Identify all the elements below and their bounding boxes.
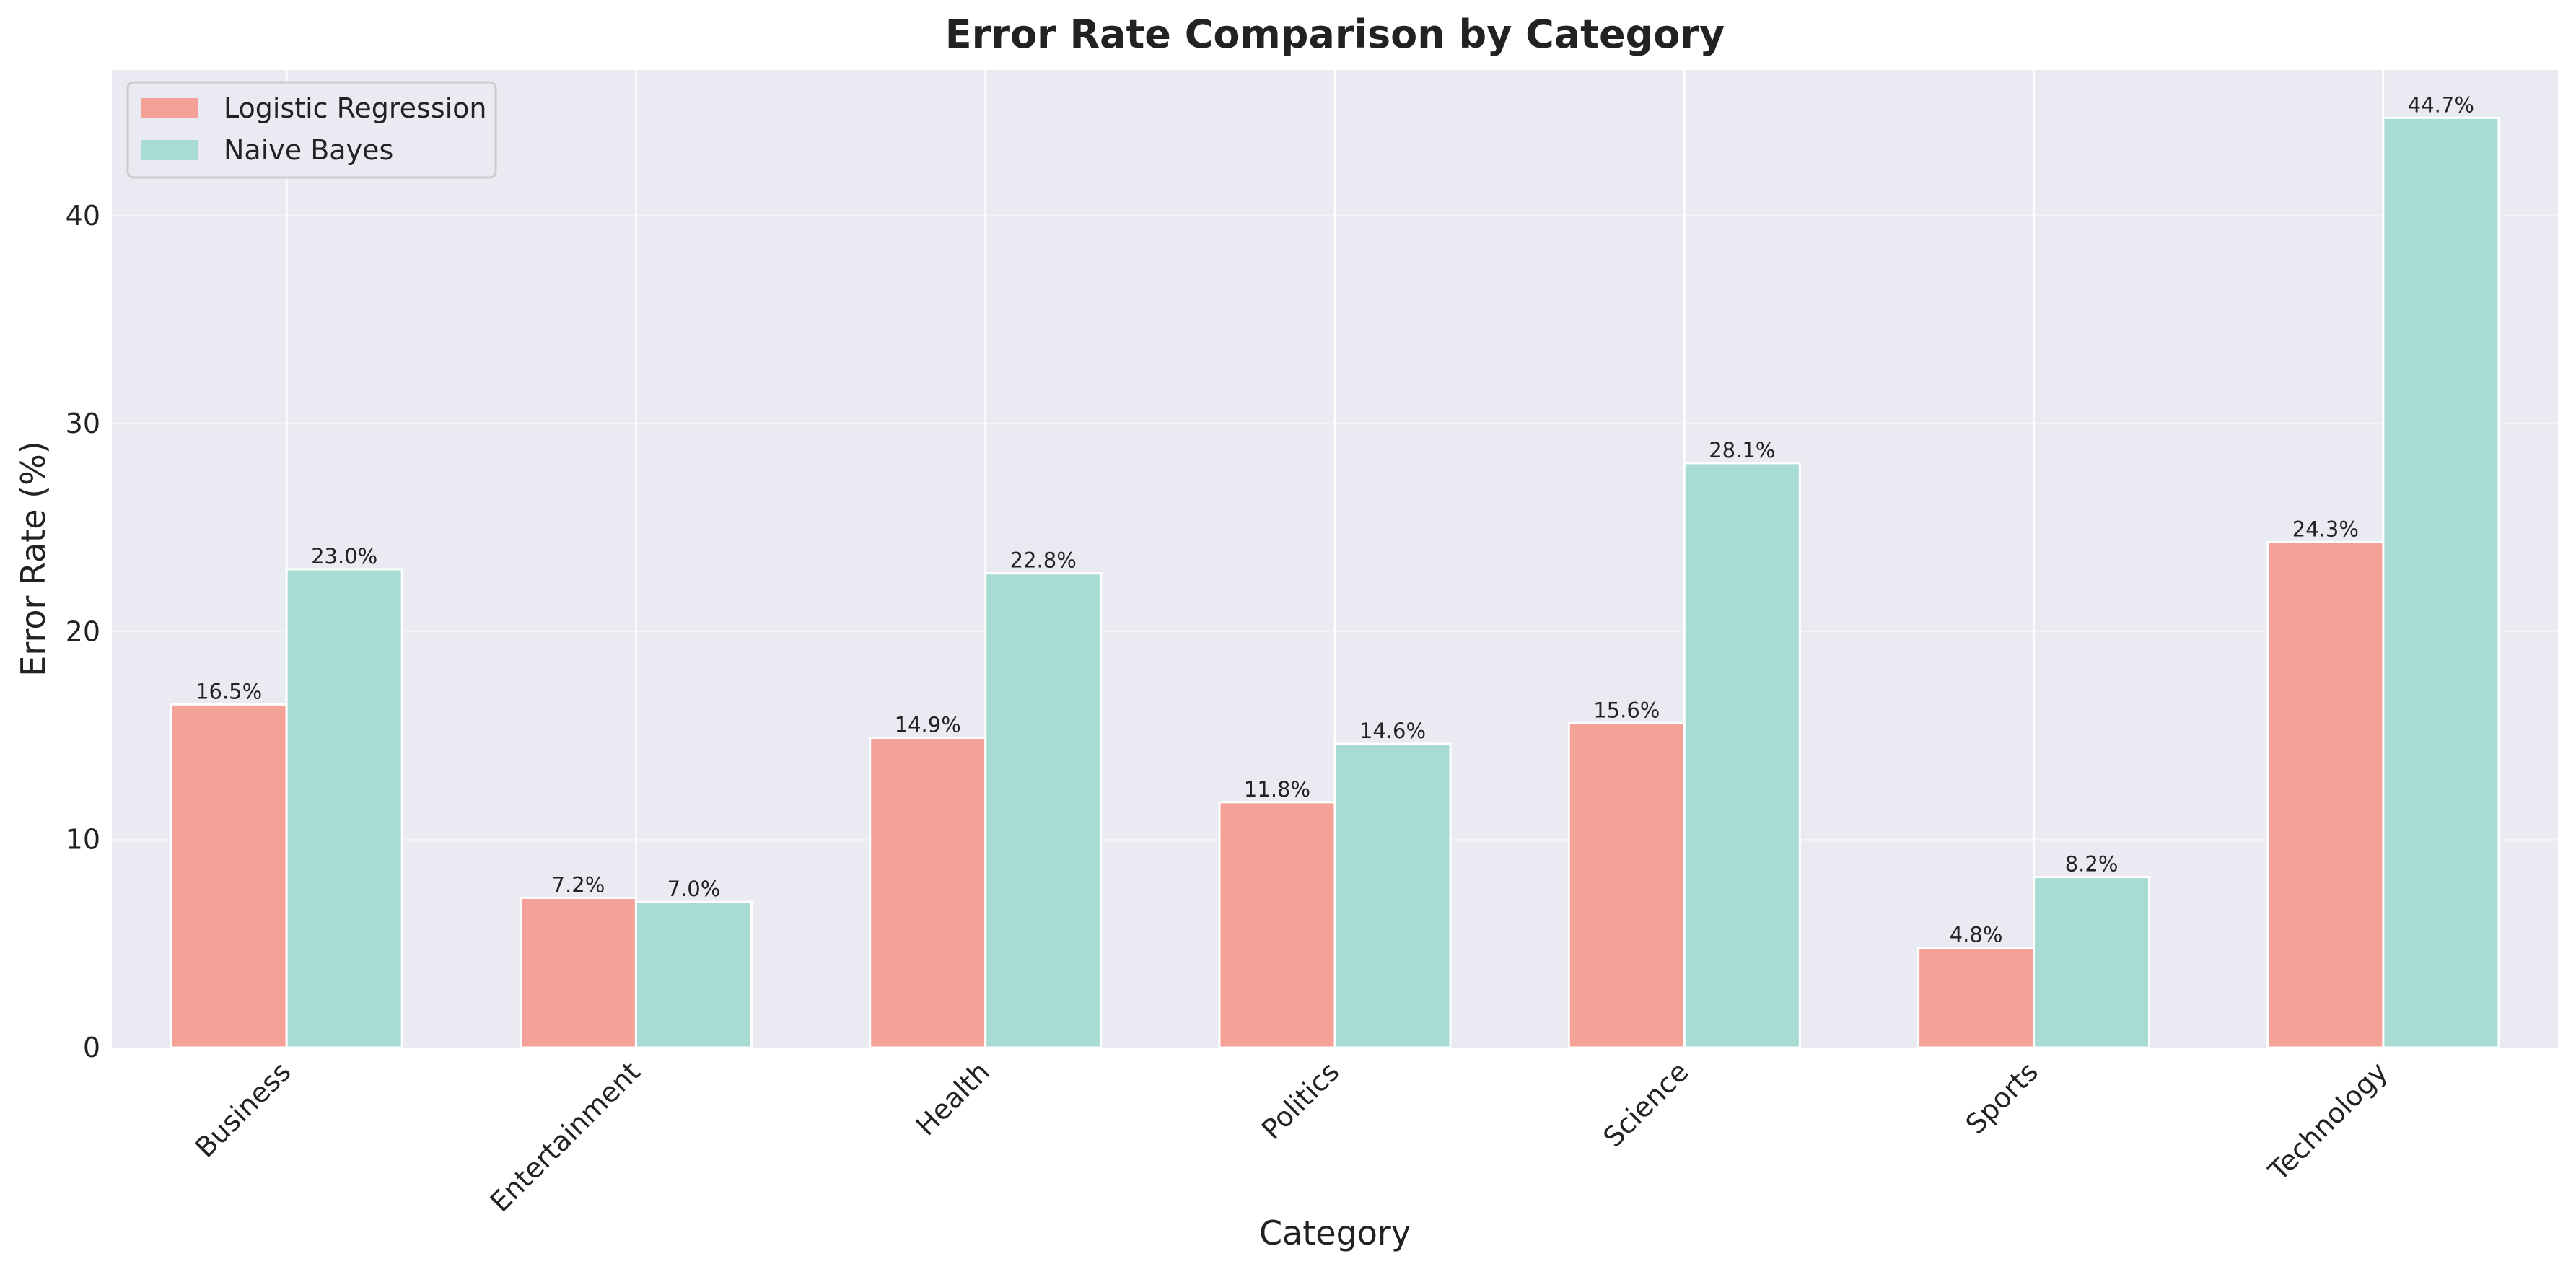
y-axis-label: Error Rate (%) bbox=[14, 441, 53, 676]
x-tick-label: Health bbox=[910, 1056, 996, 1141]
y-tick-label: 30 bbox=[66, 408, 100, 439]
bar-naive-bayes-health bbox=[984, 572, 1103, 1049]
legend-swatch-logistic-regression bbox=[141, 98, 198, 118]
bars bbox=[170, 116, 2500, 1049]
bar-value-label: 8.2% bbox=[2065, 852, 2119, 877]
legend-label-logistic-regression: Logistic Regression bbox=[224, 92, 487, 124]
bar-value-label: 24.3% bbox=[2292, 517, 2359, 541]
bar-value-label: 7.2% bbox=[552, 872, 605, 897]
x-tick-label: Sports bbox=[1960, 1056, 2044, 1140]
legend-label-naive-bayes: Naive Bayes bbox=[224, 134, 393, 166]
y-axis-ticks: 0 10 20 30 40 bbox=[66, 200, 100, 1063]
x-tick-label: Entertainment bbox=[484, 1056, 647, 1218]
bar-value-label: 16.5% bbox=[196, 679, 262, 703]
x-axis-ticks: Business Entertainment Health Politics Scien… bbox=[189, 1056, 2393, 1218]
x-tick-label: Business bbox=[189, 1056, 297, 1164]
legend-swatch-naive-bayes bbox=[141, 140, 198, 160]
bar-value-label: 44.7% bbox=[2408, 92, 2474, 117]
bar-naive-bayes-politics bbox=[1333, 742, 1452, 1049]
bar-logistic-regression-science bbox=[1567, 721, 1686, 1049]
bar-value-label: 4.8% bbox=[1950, 923, 2003, 947]
bar-naive-bayes-entertainment bbox=[634, 900, 753, 1049]
bar-logistic-regression-sports bbox=[1917, 947, 2036, 1049]
legend: Logistic Regression Naive Bayes bbox=[126, 81, 497, 179]
bar-value-label: 7.0% bbox=[667, 877, 721, 901]
x-tick-label: Politics bbox=[1256, 1056, 1346, 1146]
y-tick-label: 40 bbox=[66, 200, 100, 232]
bar-logistic-regression-business bbox=[170, 703, 288, 1049]
x-tick-label: Science bbox=[1597, 1056, 1694, 1153]
x-tick-label: Technology bbox=[2262, 1056, 2393, 1187]
bar-value-label: 14.9% bbox=[895, 712, 961, 737]
bar-value-labels: 16.5% 7.2% 14.9% 11.8% 15.6% 4.8% 24.3% 23.0% 7.… bbox=[196, 92, 2474, 947]
bar-naive-bayes-technology bbox=[2382, 116, 2500, 1049]
bar-logistic-regression-health bbox=[869, 736, 987, 1049]
bar-value-label: 11.8% bbox=[1244, 777, 1310, 802]
bar-value-label: 22.8% bbox=[1010, 548, 1077, 573]
y-tick-label: 0 bbox=[83, 1032, 100, 1063]
chart-title: Error Rate Comparison by Category bbox=[945, 12, 1725, 57]
bar-value-label: 15.6% bbox=[1593, 698, 1660, 722]
bar-value-label: 28.1% bbox=[1709, 438, 1775, 462]
bar-naive-bayes-business bbox=[285, 568, 403, 1049]
bar-logistic-regression-politics bbox=[1218, 801, 1336, 1049]
bar-value-label: 14.6% bbox=[1359, 719, 1426, 743]
x-axis-label: Category bbox=[1259, 1214, 1411, 1252]
legend-box bbox=[126, 81, 497, 179]
bar-naive-bayes-science bbox=[1683, 462, 1801, 1049]
bar-naive-bayes-sports bbox=[2033, 876, 2151, 1049]
bar-logistic-regression-technology bbox=[2266, 540, 2385, 1049]
bar-logistic-regression-entertainment bbox=[519, 896, 637, 1049]
bar-value-label: 23.0% bbox=[311, 544, 377, 569]
y-tick-label: 10 bbox=[66, 824, 100, 856]
y-tick-label: 20 bbox=[66, 615, 100, 647]
